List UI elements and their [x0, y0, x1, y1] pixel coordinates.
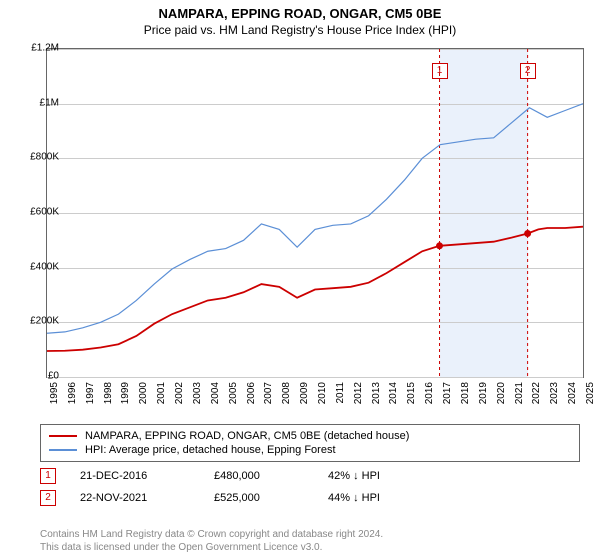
- x-axis-label: 2007: [263, 382, 274, 404]
- sale-row-badge: 1: [40, 468, 56, 484]
- x-axis-label: 2010: [317, 382, 328, 404]
- x-axis-label: 2017: [442, 382, 453, 404]
- y-axis-label: £1M: [40, 97, 59, 108]
- series-line: [47, 227, 583, 351]
- x-axis-label: 2024: [567, 382, 578, 404]
- x-axis-label: 2002: [174, 382, 185, 404]
- legend-swatch: [49, 435, 77, 437]
- sale-hpi-diff: 42% ↓ HPI: [328, 470, 380, 482]
- x-axis-label: 1998: [103, 382, 114, 404]
- x-axis-label: 2011: [335, 382, 346, 404]
- sale-price: £525,000: [214, 492, 304, 504]
- y-axis-label: £1.2M: [31, 43, 59, 54]
- chart-plot-area: 12: [46, 48, 584, 378]
- y-axis-label: £800K: [30, 152, 59, 163]
- footer-line-2: This data is licensed under the Open Gov…: [40, 541, 383, 554]
- x-axis-label: 2013: [371, 382, 382, 404]
- x-axis-label: 2012: [353, 382, 364, 404]
- x-axis-label: 2019: [478, 382, 489, 404]
- legend-label: HPI: Average price, detached house, Eppi…: [85, 444, 336, 456]
- x-axis-label: 2003: [192, 382, 203, 404]
- legend: NAMPARA, EPPING ROAD, ONGAR, CM5 0BE (de…: [40, 424, 580, 462]
- x-axis-label: 2006: [246, 382, 257, 404]
- x-axis-label: 2020: [496, 382, 507, 404]
- sale-row: 1 21-DEC-2016 £480,000 42% ↓ HPI: [40, 468, 380, 484]
- x-axis-label: 1997: [85, 382, 96, 404]
- sale-date: 21-DEC-2016: [80, 470, 190, 482]
- x-axis-label: 1995: [49, 382, 60, 404]
- x-axis-label: 1999: [120, 382, 131, 404]
- y-axis-label: £400K: [30, 261, 59, 272]
- chart-title: NAMPARA, EPPING ROAD, ONGAR, CM5 0BE: [0, 0, 600, 21]
- x-axis-label: 2004: [210, 382, 221, 404]
- x-axis-label: 2016: [424, 382, 435, 404]
- x-axis-label: 2023: [549, 382, 560, 404]
- legend-swatch: [49, 449, 77, 451]
- x-axis-label: 2009: [299, 382, 310, 404]
- chart-subtitle: Price paid vs. HM Land Registry's House …: [0, 21, 600, 41]
- plot-svg: [47, 49, 583, 377]
- footer-line-1: Contains HM Land Registry data © Crown c…: [40, 528, 383, 541]
- legend-label: NAMPARA, EPPING ROAD, ONGAR, CM5 0BE (de…: [85, 430, 409, 442]
- legend-item: HPI: Average price, detached house, Eppi…: [49, 443, 571, 457]
- y-axis-label: £600K: [30, 207, 59, 218]
- x-axis-label: 2000: [138, 382, 149, 404]
- x-axis-label: 2014: [388, 382, 399, 404]
- x-axis-label: 2015: [406, 382, 417, 404]
- sale-price: £480,000: [214, 470, 304, 482]
- series-line: [47, 104, 583, 334]
- gridline: [47, 377, 583, 378]
- x-axis-label: 2018: [460, 382, 471, 404]
- y-axis-label: £0: [48, 371, 59, 382]
- y-axis-label: £200K: [30, 316, 59, 327]
- x-axis-label: 2025: [585, 382, 596, 404]
- sale-hpi-diff: 44% ↓ HPI: [328, 492, 380, 504]
- footer-attribution: Contains HM Land Registry data © Crown c…: [40, 528, 383, 554]
- x-axis-label: 1996: [67, 382, 78, 404]
- x-axis-label: 2008: [281, 382, 292, 404]
- x-axis-label: 2005: [228, 382, 239, 404]
- legend-item: NAMPARA, EPPING ROAD, ONGAR, CM5 0BE (de…: [49, 429, 571, 443]
- x-axis-label: 2022: [531, 382, 542, 404]
- x-axis-label: 2001: [156, 382, 167, 404]
- sale-row: 2 22-NOV-2021 £525,000 44% ↓ HPI: [40, 490, 380, 506]
- sale-date: 22-NOV-2021: [80, 492, 190, 504]
- sale-row-badge: 2: [40, 490, 56, 506]
- x-axis-label: 2021: [514, 382, 525, 404]
